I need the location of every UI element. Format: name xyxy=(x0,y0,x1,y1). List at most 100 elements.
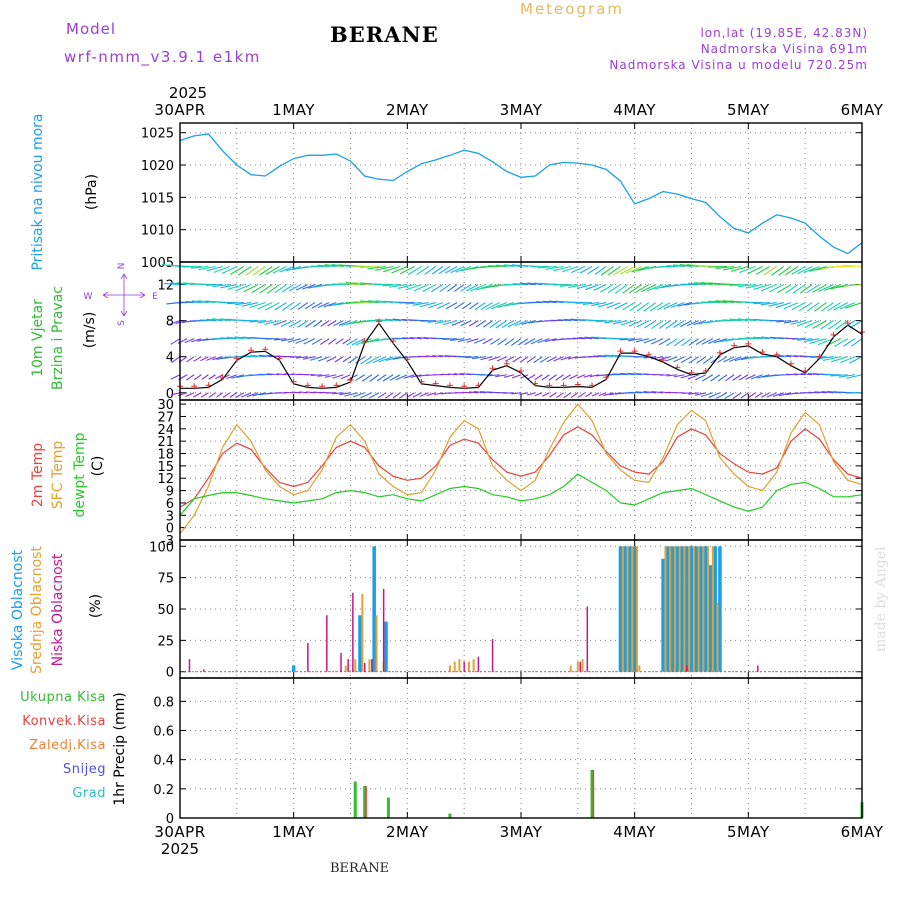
y-tick-label: 0 xyxy=(166,387,174,402)
cloud-bar-cloud_mid xyxy=(664,546,667,672)
wind-marker xyxy=(404,356,411,363)
wind-arrow xyxy=(732,392,742,399)
wind-arrow xyxy=(797,266,813,275)
wind-arrow xyxy=(445,302,458,310)
wind-marker xyxy=(660,357,667,364)
y-tick-label: 1005 xyxy=(141,256,174,271)
wind-arrow xyxy=(527,282,543,286)
wind-arrow xyxy=(324,374,337,378)
cloud-bar-cloud_mid xyxy=(576,661,579,672)
wind-arrow xyxy=(211,318,230,322)
wind-arrow xyxy=(274,284,287,294)
precip-bar-rain_total xyxy=(448,813,452,818)
y-tick-label: 0 xyxy=(166,522,174,537)
wind-arrow xyxy=(537,265,557,269)
wind-arrow xyxy=(760,302,777,306)
wind-arrow xyxy=(182,265,202,268)
wind-arrow xyxy=(535,301,550,304)
wind-arrow xyxy=(798,302,813,312)
wind-arrow xyxy=(488,356,500,361)
wind-marker xyxy=(333,382,340,389)
wind-arrow xyxy=(607,284,621,294)
wind-arrow xyxy=(570,266,586,274)
wind-arrow xyxy=(760,392,770,398)
wind-arrow xyxy=(717,374,728,382)
wind-arrow xyxy=(332,374,344,379)
wind-arrow xyxy=(792,284,806,294)
wind-arrow xyxy=(375,319,394,322)
cloud-bar-cloud_mid xyxy=(711,546,714,672)
wind-arrow xyxy=(673,374,685,378)
wind-arrow xyxy=(465,356,479,359)
wind-arrow xyxy=(649,302,664,312)
wind-arrow xyxy=(595,320,614,323)
wind-arrow xyxy=(666,264,685,268)
wind-arrow xyxy=(344,392,358,397)
wind-arrow xyxy=(208,374,216,380)
wind-arrow xyxy=(724,392,735,400)
wind-arrow xyxy=(527,374,536,380)
wind-arrow xyxy=(845,302,863,309)
y-tick-label: 1020 xyxy=(141,159,174,174)
y-tick-label: 30 xyxy=(157,398,174,413)
wind-arrow xyxy=(199,319,216,322)
wind-arrow xyxy=(462,391,472,394)
model-label: Model xyxy=(66,20,117,38)
panel-frame xyxy=(179,677,863,819)
wind-arrow xyxy=(609,392,621,396)
wind-arrow xyxy=(226,336,244,340)
y-tick-label: 0 xyxy=(166,812,174,827)
compass-e: E xyxy=(152,292,158,302)
wind-marker xyxy=(702,367,709,374)
wind-arrow xyxy=(326,356,337,363)
wind-arrow xyxy=(511,392,522,395)
wind-arrow xyxy=(604,354,621,358)
y-tick-label: 15 xyxy=(157,460,174,475)
cloud-bar-cloud_mid xyxy=(626,546,629,672)
legend-snijeg: Snijeg xyxy=(63,762,106,777)
wind-arrow xyxy=(593,284,607,291)
wind-arrow xyxy=(587,266,600,275)
cloud-bar-cloud_low xyxy=(363,662,366,672)
wind-arrow xyxy=(266,373,280,376)
wind-arrow xyxy=(164,282,181,286)
x-label-top: 2MAY xyxy=(386,101,429,119)
wind-arrow xyxy=(806,302,820,312)
y-tick-label: 0.4 xyxy=(153,754,174,769)
wind-arrow xyxy=(490,338,500,345)
wind-arrow xyxy=(304,302,316,310)
wind-arrow xyxy=(656,302,671,311)
wind-arrow xyxy=(403,374,415,379)
y-tick-label: -3 xyxy=(161,534,174,549)
wind-marker xyxy=(802,367,809,374)
wind-arrow xyxy=(505,356,515,362)
wind-marker xyxy=(830,331,837,338)
wind-arrow xyxy=(680,374,692,379)
wind-arrow xyxy=(360,300,379,304)
cloud-bar-cloud_high xyxy=(694,546,698,672)
wind-arrow xyxy=(835,265,855,268)
wind-arrow xyxy=(530,338,543,345)
wind-arrow xyxy=(171,392,181,396)
y-tick-label: 1015 xyxy=(141,191,174,206)
wind-arrow xyxy=(175,320,188,325)
wind-arrow xyxy=(303,338,316,345)
wind-arrow xyxy=(389,374,401,381)
wind-arrow xyxy=(385,356,401,361)
wind-arrow xyxy=(406,392,415,398)
wind-arrow xyxy=(524,338,536,346)
wind-arrow xyxy=(716,356,728,364)
wind-arrow xyxy=(822,356,841,361)
wind-arrow xyxy=(737,284,756,288)
wind-marker xyxy=(390,338,397,345)
wind-arrow xyxy=(447,373,458,376)
wind-arrow xyxy=(710,374,721,382)
wind-arrow xyxy=(643,390,657,394)
wind-arrow xyxy=(750,374,763,380)
wind-arrow xyxy=(730,265,749,272)
wind-arrow xyxy=(252,392,266,397)
wind-arrow xyxy=(799,284,813,294)
wind-arrow xyxy=(541,374,550,381)
wind-arrow xyxy=(555,374,564,381)
